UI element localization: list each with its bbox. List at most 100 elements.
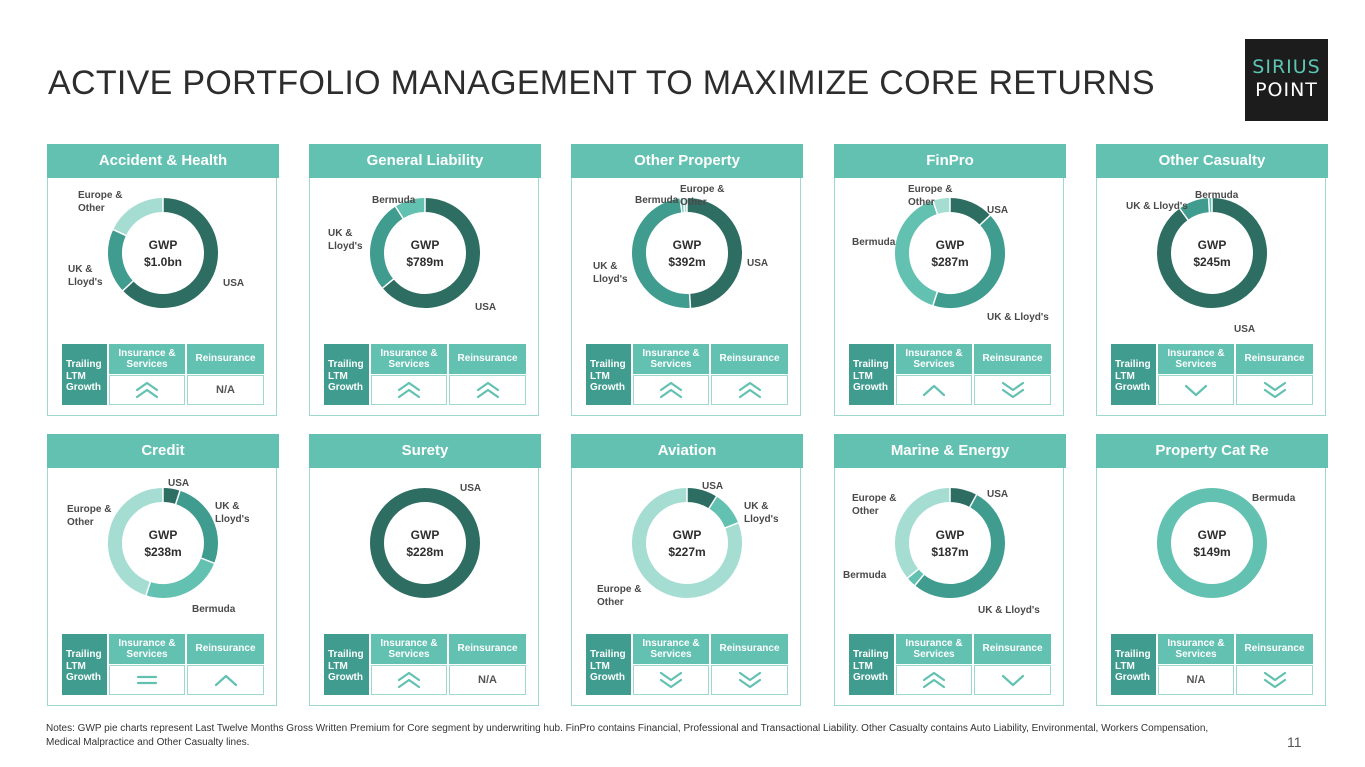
insurance-services-header: Insurance & Services [633, 344, 709, 374]
slice-usa [1157, 198, 1267, 308]
donut-svg: GWP $227m USA UK & Lloyd's Europe & Other [597, 481, 779, 608]
donut-svg: GWP $238m USA UK & Lloyd's Bermuda Europe & Oth… [67, 478, 250, 615]
growth-table: Trailing LTM Growth Insurance & Services R… [586, 344, 789, 405]
reinsurance-header: Reinsurance [449, 344, 526, 374]
trailing-ltm-growth-label: Trailing LTM Growth [62, 344, 107, 405]
growth-table: Trailing LTM Growth Insurance & Services R… [1111, 344, 1314, 405]
slice-separator [679, 197, 683, 214]
donut-chart: GWP $789m USA UK & Lloyd's Bermuda [310, 178, 540, 333]
growth-table: Trailing LTM Growth Insurance & Services R… [1111, 634, 1314, 695]
reinsurance-growth-cell [1236, 665, 1313, 695]
panel-credit: Credit GWP $238m USA UK & Lloyd's Bermuda Europ… [47, 434, 279, 706]
reinsurance-growth-value: N/A [449, 665, 526, 695]
trailing-ltm-growth-label: Trailing LTM Growth [849, 344, 894, 405]
chevron-up-icon [397, 671, 421, 689]
trailing-ltm-growth-label: Trailing LTM Growth [586, 634, 631, 695]
center-value: $149m [1193, 545, 1230, 559]
growth-table: Trailing LTM Growth Insurance & Services R… [62, 634, 265, 695]
slice-uk-and-lloyd-s [1179, 198, 1210, 221]
slice-separator [931, 199, 939, 216]
chevron-down-icon [1263, 671, 1286, 689]
insurance-services-header: Insurance & Services [109, 344, 185, 374]
slice-usa [949, 488, 977, 508]
center-label: GWP [936, 528, 965, 542]
donut-chart: GWP $228m USA [310, 468, 540, 623]
trailing-ltm-growth-label: Trailing LTM Growth [586, 344, 631, 405]
slice-bermuda [395, 198, 426, 219]
panel-other-casualty: Other Casualty GWP $245m USA UK & Lloyd's Ber… [1096, 144, 1328, 416]
insurance-growth-cell [633, 665, 709, 695]
page-title: ACTIVE PORTFOLIO MANAGEMENT TO MAXIMIZE … [48, 64, 1155, 102]
center-value: $245m [1193, 255, 1230, 269]
slice-label-europe-and-other: Europe & Other [67, 504, 111, 528]
panel-title: Other Casualty [1096, 144, 1328, 178]
chevron-up-icon [397, 381, 421, 399]
panel-title: FinPro [834, 144, 1066, 178]
chevron-down-icon [1001, 674, 1024, 687]
panel-marine-and-energy: Marine & Energy GWP $187m USA UK & Lloyd's Be… [834, 434, 1066, 706]
slice-separator [723, 521, 740, 529]
center-label: GWP [673, 238, 702, 252]
logo-line-1: SIRIUS [1252, 56, 1321, 78]
panel-title: Other Property [571, 144, 803, 178]
slice-uk-and-lloyd-s [370, 206, 404, 289]
slice-label-uk-and-lloyd-s: UK & Lloyd's [215, 501, 250, 525]
reinsurance-header: Reinsurance [974, 344, 1051, 374]
reinsurance-header: Reinsurance [187, 344, 264, 374]
center-value: $228m [406, 545, 443, 559]
panel-title: Aviation [571, 434, 803, 468]
insurance-growth-cell [371, 665, 447, 695]
slice-label-bermuda: Bermuda [852, 237, 896, 248]
slice-usa [162, 488, 180, 505]
slice-label-bermuda: Bermuda [1195, 190, 1239, 201]
slice-separator [978, 214, 992, 227]
slice-separator [121, 279, 135, 292]
slice-label-usa: USA [987, 205, 1008, 216]
center-value: $227m [668, 545, 705, 559]
trailing-ltm-growth-label: Trailing LTM Growth [324, 344, 369, 405]
slice-label-uk-and-lloyd-s: UK & Lloyd's [328, 228, 363, 252]
slice-separator [968, 493, 978, 509]
donut-chart: GWP $149m Bermuda [1097, 468, 1327, 623]
center-value: $187m [931, 545, 968, 559]
panel-title: Property Cat Re [1096, 434, 1328, 468]
center-label: GWP [149, 238, 178, 252]
center-label: GWP [1198, 238, 1227, 252]
panel-accident-and-health: Accident & Health GWP $1.0bn USA UK & Lloyd's… [47, 144, 279, 416]
slice-separator [931, 290, 939, 307]
slice-usa [122, 198, 218, 308]
chevron-up-icon [922, 384, 946, 397]
slice-bermuda [146, 557, 215, 598]
equals-icon [136, 675, 158, 685]
center-label: GWP [149, 528, 178, 542]
slice-label-usa: USA [1234, 324, 1255, 333]
slice-label-uk-and-lloyd-s: UK & Lloyd's [987, 312, 1049, 323]
chevron-down-icon [738, 671, 761, 689]
trailing-ltm-growth-label: Trailing LTM Growth [324, 634, 369, 695]
insurance-growth-cell [896, 375, 972, 405]
panel-finpro: FinPro GWP $287m USA UK & Lloyd's Bermuda Euro… [834, 144, 1066, 416]
slice-europe-and-other [895, 488, 951, 579]
center-value: $238m [144, 545, 181, 559]
reinsurance-header: Reinsurance [187, 634, 264, 664]
donut-chart: GWP $287m USA UK & Lloyd's Bermuda Europe & Ot… [835, 178, 1065, 333]
center-value: $392m [668, 255, 705, 269]
slice-label-europe-and-other: Europe & Other [597, 584, 641, 608]
slice-uk-and-lloyd-s [108, 229, 134, 291]
donut-chart: GWP $392m USA UK & Lloyd's Bermuda Europe & Oth… [572, 178, 802, 333]
slice-separator [394, 205, 405, 220]
slice-label-usa: USA [168, 478, 189, 489]
donut-chart: GWP $1.0bn USA UK & Lloyd's Europe & Other [48, 178, 278, 333]
reinsurance-header: Reinsurance [1236, 634, 1313, 664]
slice-europe-and-other [933, 198, 951, 215]
slice-label-europe-and-other: Europe & Other [908, 184, 952, 208]
center-label: GWP [1198, 528, 1227, 542]
panel-title: Accident & Health [47, 144, 279, 178]
donut-chart: GWP $187m USA UK & Lloyd's Bermuda Europe & Ot… [835, 468, 1065, 623]
chevron-down-icon [1263, 381, 1286, 399]
slice-bermuda [895, 200, 938, 306]
slice-uk-and-lloyd-s [632, 198, 691, 308]
slice-label-uk-and-lloyd-s: UK & Lloyd's [1126, 201, 1188, 212]
slice-label-uk-and-lloyd-s: UK & Lloyd's [593, 261, 628, 285]
slice-separator [174, 489, 182, 506]
